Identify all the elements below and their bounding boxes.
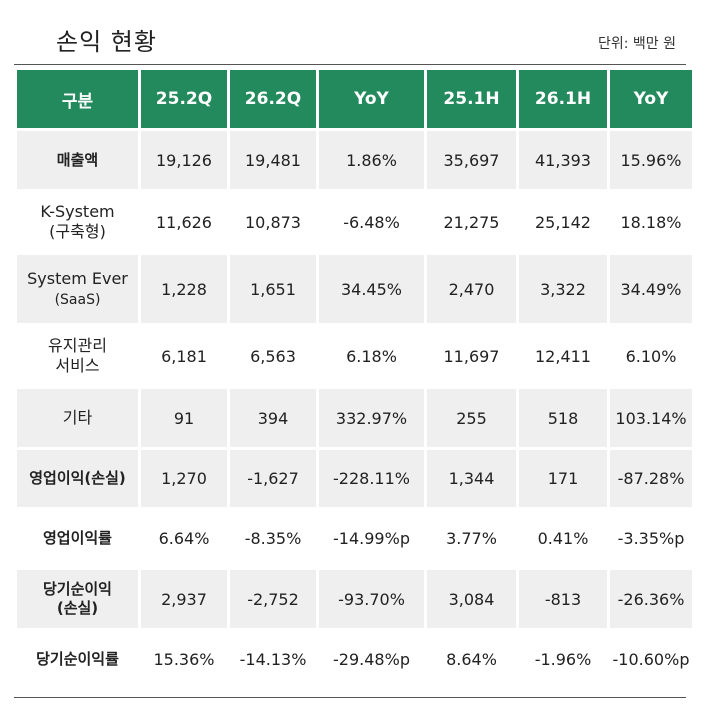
table-cell: -29.48%p	[319, 631, 427, 690]
table-cell: 518	[519, 389, 610, 450]
table-cell: -1,627	[230, 450, 319, 510]
table-cell: -93.70%	[319, 570, 427, 631]
table-cell: 6.18%	[319, 326, 427, 389]
table-row: 영업이익률 6.64% -8.35% -14.99%p 3.77% 0.41% …	[17, 510, 692, 570]
header-25-2q: 25.2Q	[141, 70, 230, 131]
table-cell: 10,873	[230, 192, 319, 255]
table-row: 당기순이익 (손실) 2,937 -2,752 -93.70% 3,084 -81…	[17, 570, 692, 631]
table-cell: 34.45%	[319, 255, 427, 326]
table-cell: 103.14%	[610, 389, 692, 450]
table-cell: 6.10%	[610, 326, 692, 389]
table-cell: -14.13%	[230, 631, 319, 690]
table-cell: -813	[519, 570, 610, 631]
header-25-1h: 25.1H	[427, 70, 519, 131]
table-cell: 3,322	[519, 255, 610, 326]
table-cell: -26.36%	[610, 570, 692, 631]
row-label: 영업이익(손실)	[17, 450, 141, 510]
table-cell: 1,651	[230, 255, 319, 326]
table-cell: 19,481	[230, 131, 319, 192]
table-cell: 21,275	[427, 192, 519, 255]
header-category: 구분	[17, 70, 141, 131]
table-row: System Ever (SaaS) 1,228 1,651 34.45% 2,4…	[17, 255, 692, 326]
table-cell: 18.18%	[610, 192, 692, 255]
table-cell: 25,142	[519, 192, 610, 255]
table-cell: 2,470	[427, 255, 519, 326]
table-cell: 1.86%	[319, 131, 427, 192]
income-table: 구분 25.2Q 26.2Q YoY 25.1H 26.1H YoY 매출액 1…	[17, 70, 692, 690]
table-cell: 34.49%	[610, 255, 692, 326]
table-cell: 2,937	[141, 570, 230, 631]
table-header-row: 구분 25.2Q 26.2Q YoY 25.1H 26.1H YoY	[17, 70, 692, 131]
table-row: 기타 91 394 332.97% 255 518 103.14%	[17, 389, 692, 450]
table-cell: 332.97%	[319, 389, 427, 450]
table-cell: 15.96%	[610, 131, 692, 192]
table-cell: -8.35%	[230, 510, 319, 570]
table-cell: 6,563	[230, 326, 319, 389]
row-label: 기타	[17, 389, 141, 450]
table-cell: 1,344	[427, 450, 519, 510]
unit-label: 단위: 백만 원	[597, 36, 676, 52]
row-label: System Ever (SaaS)	[17, 255, 141, 326]
row-label: 유지관리 서비스	[17, 326, 141, 389]
table-row: 영업이익(손실) 1,270 -1,627 -228.11% 1,344 171…	[17, 450, 692, 510]
table-row: 매출액 19,126 19,481 1.86% 35,697 41,393 15…	[17, 131, 692, 192]
table-cell: 11,626	[141, 192, 230, 255]
table-cell: -87.28%	[610, 450, 692, 510]
table-cell: 8.64%	[427, 631, 519, 690]
table-row: 유지관리 서비스 6,181 6,563 6.18% 11,697 12,411 …	[17, 326, 692, 389]
table-cell: 394	[230, 389, 319, 450]
row-label: 당기순이익 (손실)	[17, 570, 141, 631]
table-cell: 41,393	[519, 131, 610, 192]
table-cell: 0.41%	[519, 510, 610, 570]
header-yoy-quarter: YoY	[319, 70, 427, 131]
table-cell: 19,126	[141, 131, 230, 192]
table-cell: -2,752	[230, 570, 319, 631]
row-label: 매출액	[17, 131, 141, 192]
table-cell: 3,084	[427, 570, 519, 631]
row-label: K-System (구축형)	[17, 192, 141, 255]
table-cell: 3.77%	[427, 510, 519, 570]
table-cell: 12,411	[519, 326, 610, 389]
table-cell: -6.48%	[319, 192, 427, 255]
table-row: 당기순이익률 15.36% -14.13% -29.48%p 8.64% -1.…	[17, 631, 692, 690]
table-cell: -10.60%p	[610, 631, 692, 690]
table-cell: 35,697	[427, 131, 519, 192]
table-cell: 6,181	[141, 326, 230, 389]
header-yoy-half: YoY	[610, 70, 692, 131]
table-cell: -1.96%	[519, 631, 610, 690]
table-row: K-System (구축형) 11,626 10,873 -6.48% 21,27…	[17, 192, 692, 255]
table-cell: -3.35%p	[610, 510, 692, 570]
table-cell: 1,228	[141, 255, 230, 326]
header-26-2q: 26.2Q	[230, 70, 319, 131]
table-cell: 1,270	[141, 450, 230, 510]
row-label: 영업이익률	[17, 510, 141, 570]
table-cell: 15.36%	[141, 631, 230, 690]
table-cell: 11,697	[427, 326, 519, 389]
bottom-divider	[14, 697, 686, 698]
table-cell: 171	[519, 450, 610, 510]
table-cell: 255	[427, 389, 519, 450]
page-title: 손익 현황	[56, 28, 157, 56]
header-26-1h: 26.1H	[519, 70, 610, 131]
top-divider	[14, 64, 686, 65]
table-cell: -228.11%	[319, 450, 427, 510]
table-cell: -14.99%p	[319, 510, 427, 570]
row-label: 당기순이익률	[17, 631, 141, 690]
table-cell: 91	[141, 389, 230, 450]
table-cell: 6.64%	[141, 510, 230, 570]
